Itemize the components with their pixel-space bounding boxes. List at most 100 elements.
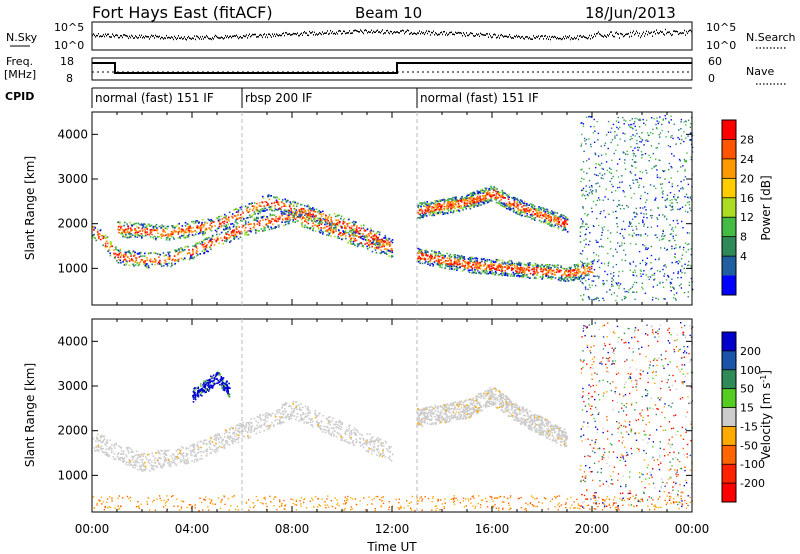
power-point [532, 274, 535, 277]
power-point [585, 238, 587, 240]
power-point [188, 224, 191, 227]
power-point [598, 185, 601, 188]
power-point [500, 264, 502, 266]
power-point [449, 256, 452, 258]
noise-point [93, 33, 94, 35]
power-point [560, 218, 562, 221]
noise-point [594, 33, 595, 35]
power-point [239, 236, 242, 238]
power-point [141, 236, 143, 238]
noise-point [325, 32, 326, 34]
power-point [563, 278, 566, 281]
power-point [226, 221, 228, 224]
power-point [500, 198, 502, 201]
power-point [666, 194, 669, 196]
power-point [475, 264, 477, 266]
power-point [169, 234, 172, 236]
power-point [257, 209, 259, 212]
power-point [356, 234, 359, 237]
power-point [284, 198, 287, 200]
power-point [532, 264, 534, 267]
power-point [561, 214, 564, 217]
power-point [358, 230, 360, 233]
power-point [144, 226, 147, 229]
power-point [329, 224, 331, 226]
power-point [434, 202, 437, 204]
power-point [635, 234, 637, 236]
power-point [151, 263, 153, 266]
power-point [421, 262, 424, 265]
power-point [504, 206, 506, 208]
noise-point [643, 31, 644, 33]
noise-point [527, 36, 528, 38]
power-point [242, 212, 244, 214]
power-point [583, 272, 585, 275]
power-point [618, 158, 621, 160]
power-point [478, 191, 481, 193]
power-point [382, 251, 385, 253]
noise-point [664, 34, 665, 36]
power-point [208, 227, 211, 229]
power-point [556, 268, 559, 271]
power-point [470, 205, 472, 208]
power-point [337, 235, 339, 238]
noise-point [357, 30, 358, 32]
noise-point [284, 34, 285, 37]
power-point [513, 209, 515, 212]
power-point [427, 260, 430, 263]
power-point [581, 168, 583, 170]
power-point [109, 252, 111, 255]
power-point [517, 273, 520, 275]
power-point [523, 263, 526, 266]
power-point [245, 223, 247, 225]
power-point [586, 172, 588, 174]
power-point [502, 196, 504, 199]
power-point [623, 288, 625, 290]
power-point [274, 197, 276, 199]
noise-point [160, 37, 161, 40]
power-point [517, 210, 520, 212]
noise-point [201, 38, 202, 40]
power-point [330, 229, 332, 232]
power-point [547, 267, 550, 270]
power-point [673, 247, 676, 250]
power-point [187, 236, 189, 238]
noise-point [531, 38, 532, 40]
power-point [508, 263, 511, 266]
power-point [547, 212, 549, 215]
power-point [178, 222, 180, 225]
power-point [315, 214, 317, 217]
power-point [350, 231, 352, 233]
power-point [337, 237, 339, 239]
power-point [614, 135, 616, 137]
power-point [308, 227, 311, 229]
power-point [587, 263, 590, 265]
power-point [517, 204, 520, 206]
power-point [118, 253, 121, 255]
noise-point [268, 33, 269, 35]
power-point [509, 264, 512, 267]
power-point [687, 135, 689, 137]
power-point [383, 245, 385, 248]
power-point [532, 204, 534, 206]
power-point [514, 267, 517, 270]
power-point [304, 220, 306, 222]
power-point [159, 253, 161, 256]
power-point [137, 264, 140, 267]
power-point [677, 277, 679, 279]
noise-point [597, 32, 598, 35]
power-point [508, 273, 511, 276]
power-point [683, 131, 685, 133]
cpid-segments: normal (fast) 151 IF rbsp 200 IF normal (f… [91, 88, 539, 108]
power-point [226, 238, 228, 241]
power-point [443, 202, 445, 205]
power-point [646, 132, 649, 134]
noise-point [644, 35, 645, 37]
power-point [581, 261, 583, 264]
power-point [437, 263, 439, 266]
power-point [600, 234, 603, 236]
power-point [592, 190, 594, 192]
power-point [280, 208, 282, 211]
noise-point [391, 31, 392, 33]
power-point [132, 263, 134, 266]
